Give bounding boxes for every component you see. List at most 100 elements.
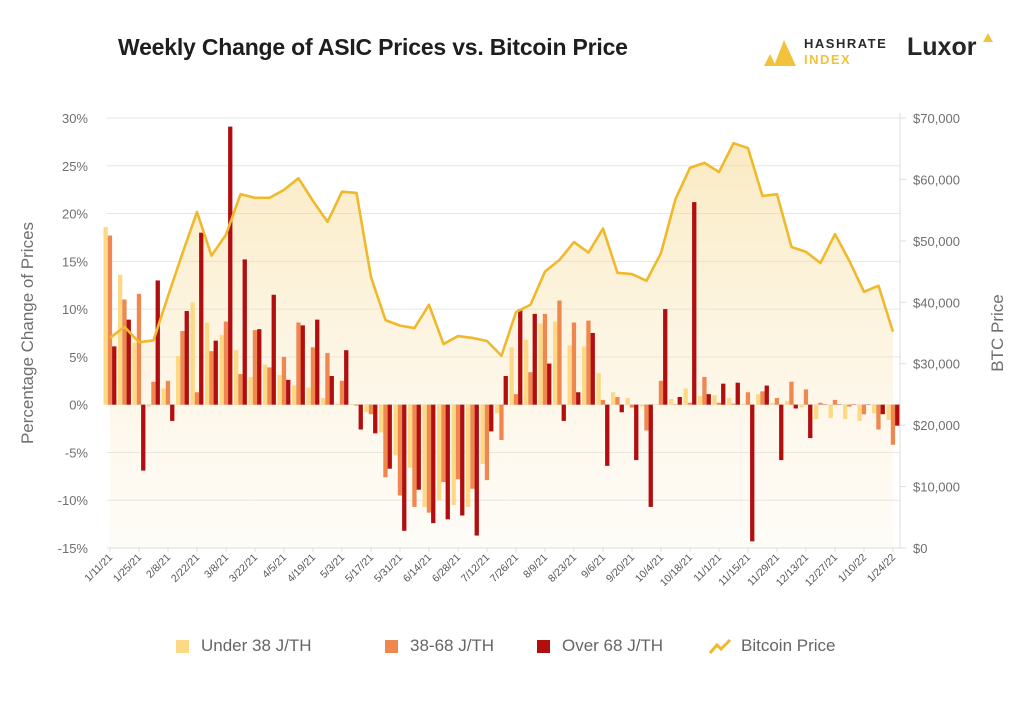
x-tick-label: 1/11/21 <box>82 552 115 585</box>
legend-label: Under 38 J/TH <box>201 636 312 655</box>
legend-label: 38-68 J/TH <box>410 636 495 655</box>
bitcoin-price-area <box>110 143 893 548</box>
legend-swatch-over-68 <box>537 639 550 653</box>
bar-under-38 <box>785 400 790 405</box>
bar-over-68 <box>460 404 465 516</box>
y2-tick-label: $40,000 <box>913 295 960 310</box>
bar-38-68 <box>252 330 258 405</box>
legend-item-over-68: Over 68 J/TH <box>537 636 663 656</box>
bar-under-38 <box>669 398 674 405</box>
bar-under-38 <box>408 404 413 468</box>
y2-tick-label: $30,000 <box>913 357 960 372</box>
bar-under-38 <box>480 404 485 464</box>
bar-over-68 <box>300 325 305 405</box>
bar-under-38 <box>335 403 340 405</box>
bar-38-68 <box>455 404 461 480</box>
bar-38-68 <box>165 380 171 405</box>
bar-under-38 <box>451 404 456 505</box>
bar-under-38 <box>248 376 253 405</box>
x-tick-label: 5/17/21 <box>343 552 376 585</box>
bar-under-38 <box>393 404 398 456</box>
bar-over-68 <box>213 340 218 405</box>
bar-under-38 <box>161 388 166 405</box>
bar-over-68 <box>431 404 436 524</box>
bar-over-68 <box>402 404 407 531</box>
x-tick-label: 7/26/21 <box>488 552 521 585</box>
bar-38-68 <box>818 402 823 405</box>
y2-tick-label: $70,000 <box>913 111 960 126</box>
bar-under-38 <box>596 373 601 405</box>
bar-over-68 <box>605 404 610 466</box>
bar-under-38 <box>799 404 804 408</box>
bar-over-68 <box>489 404 494 432</box>
bar-over-68 <box>416 404 421 490</box>
bar-38-68 <box>847 404 852 407</box>
bar-over-68 <box>329 376 334 405</box>
hashrate-index-logo-subtext: INDEX <box>804 52 852 67</box>
hashrate-index-logo-text: HASHRATE <box>804 36 888 51</box>
bar-under-38 <box>828 404 833 419</box>
bar-under-38 <box>379 404 384 433</box>
bar-under-38 <box>234 350 239 405</box>
bar-over-68 <box>242 259 247 405</box>
bar-38-68 <box>354 404 359 406</box>
bar-under-38 <box>118 274 123 405</box>
bar-38-68 <box>774 397 780 405</box>
luxor-logo: Luxor <box>907 33 993 62</box>
bar-under-38 <box>495 404 500 414</box>
bar-38-68 <box>702 376 707 405</box>
bar-over-68 <box>518 309 523 405</box>
bar-38-68 <box>310 347 316 405</box>
bar-38-68 <box>832 399 838 405</box>
legend-item-under-38: Under 38 J/TH <box>176 636 312 656</box>
x-tick-label: 8/23/21 <box>546 552 579 585</box>
legend-item-bitcoin-price: Bitcoin Price <box>709 636 835 656</box>
bar-over-68 <box>271 294 276 405</box>
y2-tick-label: $0 <box>913 541 927 556</box>
bar-38-68 <box>499 404 504 441</box>
bar-38-68 <box>122 299 127 405</box>
bar-38-68 <box>542 313 548 405</box>
bar-over-68 <box>228 126 233 405</box>
bar-over-68 <box>735 382 740 405</box>
bar-over-68 <box>387 404 392 469</box>
bar-under-38 <box>872 404 877 414</box>
y-tick-label: 5% <box>69 350 88 365</box>
bar-38-68 <box>803 389 809 405</box>
bar-38-68 <box>571 322 577 405</box>
x-tick-label: 6/14/21 <box>401 552 434 585</box>
bar-under-38 <box>306 387 311 405</box>
legend-swatch-under-38 <box>176 639 189 653</box>
x-tick-label: 1/24/22 <box>865 552 898 585</box>
bar-38-68 <box>136 293 142 405</box>
bar-under-38 <box>538 323 543 405</box>
x-tick-label: 5/31/21 <box>372 552 405 585</box>
bar-38-68 <box>586 320 591 405</box>
bar-over-68 <box>663 309 668 405</box>
bar-38-68 <box>339 380 345 405</box>
bar-under-38 <box>625 397 630 405</box>
legend-swatch-38-68 <box>385 639 398 653</box>
bar-over-68 <box>199 232 204 405</box>
x-tick-label: 2/22/21 <box>169 552 202 585</box>
bar-under-38 <box>567 345 572 405</box>
y-tick-label: 15% <box>62 254 88 269</box>
bar-under-38 <box>712 395 717 405</box>
legend-label: Over 68 J/TH <box>562 636 664 655</box>
bar-under-38 <box>147 404 152 407</box>
bar-38-68 <box>107 235 113 405</box>
bar-over-68 <box>155 280 160 405</box>
bar-over-68 <box>257 329 262 405</box>
bar-38-68 <box>397 404 403 496</box>
bar-38-68 <box>484 404 490 481</box>
bar-over-68 <box>170 404 175 421</box>
bar-under-38 <box>422 404 427 507</box>
bar-under-38 <box>727 397 732 405</box>
bar-over-68 <box>793 404 798 409</box>
bar-under-38 <box>103 226 108 405</box>
y-tick-label: 10% <box>62 302 88 317</box>
bar-over-68 <box>634 404 639 461</box>
bar-38-68 <box>789 381 794 405</box>
bar-under-38 <box>292 385 297 405</box>
